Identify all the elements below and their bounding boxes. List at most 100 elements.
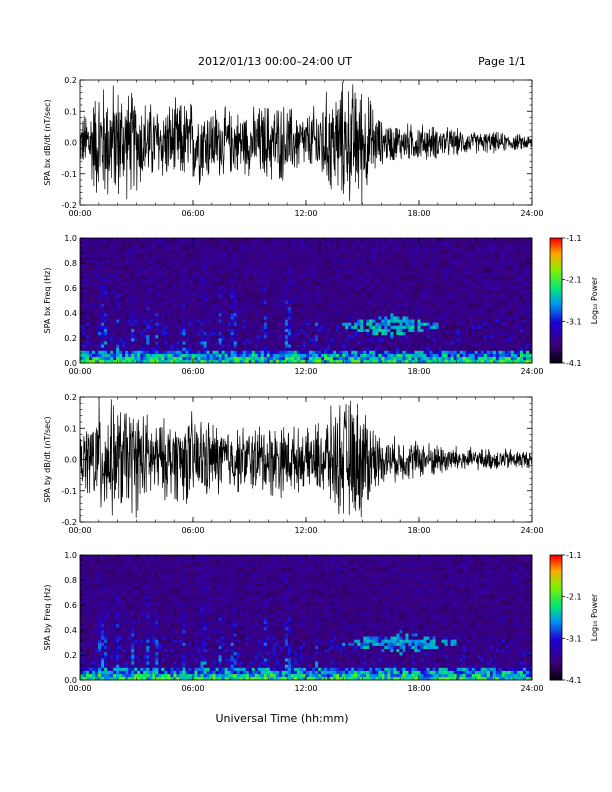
spectrogram-cell [245, 356, 250, 361]
spectrogram-cell [149, 325, 153, 329]
spectrogram-cell [122, 272, 126, 276]
spectrogram-cell [327, 256, 331, 261]
spectrogram-cell [372, 313, 376, 317]
spectrogram-cell [435, 356, 439, 361]
spectrogram-cell [414, 291, 418, 295]
spectrogram-cell [206, 256, 210, 261]
spectrogram-cell [321, 297, 325, 301]
spectrogram-cell [245, 241, 250, 245]
spectrogram-cell [83, 347, 87, 351]
spectrogram-cell [182, 275, 186, 279]
spectrogram-cell [173, 297, 177, 301]
spectrogram-cell [375, 322, 379, 326]
spectrogram-cell [411, 253, 415, 258]
spectrogram-cell [287, 288, 292, 292]
spectrogram-cell [290, 281, 295, 286]
spectrogram-cell [420, 288, 424, 292]
spectrogram-cell [134, 325, 138, 329]
spectrogram-cell [101, 259, 105, 264]
spectrogram-cell [441, 328, 445, 333]
spectrogram-cell [89, 347, 93, 351]
spectrogram-cell [224, 284, 228, 289]
spectrogram-cell [321, 272, 325, 276]
spectrogram-cell [146, 263, 150, 267]
spectrogram-cell [182, 244, 186, 248]
spectrogram-cell [212, 241, 216, 245]
spectrogram-cell [345, 319, 349, 323]
spectrogram-cell [387, 316, 391, 320]
spectrogram-cell [299, 256, 304, 261]
spectrogram-cell [236, 241, 240, 245]
spectrogram-cell [321, 269, 325, 273]
spectrogram-cell [203, 284, 207, 289]
spectrogram-cell [215, 331, 219, 336]
spectrogram-cell [263, 272, 268, 276]
spectrogram-cell [333, 284, 337, 289]
spectrogram-cell [435, 347, 439, 351]
spectrogram-cell [188, 294, 192, 298]
spectrogram-cell [399, 238, 403, 242]
spectrogram-cell [315, 247, 319, 251]
spectrogram-cell [149, 266, 153, 270]
spectrogram-cell [363, 256, 367, 261]
spectrogram-cell [278, 253, 283, 258]
spectrogram-cell [321, 238, 325, 242]
spectrogram-cell [312, 300, 316, 304]
spectrogram-cell [372, 303, 376, 308]
spectrogram-cell [296, 313, 301, 317]
spectrogram-cell [281, 294, 286, 298]
spectrogram-cell [245, 250, 250, 254]
spectrogram-cell [399, 281, 403, 286]
spectrogram-cell [212, 353, 216, 358]
spectrogram-cell [402, 359, 406, 364]
spectrogram-cell [191, 284, 195, 289]
spectrogram-cell [432, 331, 436, 336]
spectrogram-cell [435, 291, 439, 295]
spectrogram-cell [381, 253, 385, 258]
spectrogram-cell [125, 353, 129, 358]
spectrogram-cell [164, 256, 168, 261]
spectrogram-cell [212, 272, 216, 276]
spectrogram-cell [278, 350, 283, 354]
spectrogram-cell [381, 275, 385, 279]
spectrogram-cell [342, 297, 346, 301]
spectrogram-cell [155, 334, 159, 339]
spectrogram-cell [95, 266, 99, 270]
spectrogram-cell [336, 316, 340, 320]
spectrogram-cell [405, 344, 409, 348]
spectrogram-cell [161, 359, 165, 364]
spectrogram-cell [179, 275, 183, 279]
spectrogram-cell [351, 338, 355, 342]
spectrogram-cell [116, 263, 120, 267]
spectrogram-cell [158, 356, 162, 361]
spectrogram-cell [197, 303, 201, 308]
spectrogram-cell [429, 291, 433, 295]
spectrogram-cell [215, 281, 219, 286]
spectrogram-cell [125, 319, 129, 323]
spectrogram-cell [296, 256, 301, 261]
spectrogram-cell [321, 288, 325, 292]
spectrogram-cell [348, 250, 352, 254]
spectrogram-cell [390, 356, 394, 361]
spectrogram-cell [336, 319, 340, 323]
spectrogram-cell [324, 300, 328, 304]
spectrogram-cell [287, 294, 292, 298]
spectrogram-cell [206, 291, 210, 295]
spectrogram-cell [233, 297, 237, 301]
spectrogram-cell [306, 331, 310, 336]
spectrogram-cell [444, 272, 448, 276]
spectrogram-cell [263, 359, 268, 364]
spectrogram-cell [296, 266, 301, 270]
spectrogram-cell [387, 306, 391, 311]
spectrogram-cell [209, 331, 213, 336]
spectrogram-cell [119, 306, 123, 311]
spectrogram-cell [345, 266, 349, 270]
spectrogram-cell [266, 278, 271, 283]
spectrogram-cell [95, 303, 99, 308]
spectrogram-cell [128, 359, 132, 364]
spectrogram-cell [98, 306, 102, 311]
spectrogram-cell [324, 291, 328, 295]
spectrogram-cell [161, 356, 165, 361]
spectrogram-cell [420, 319, 424, 323]
spectrogram-cell [236, 250, 240, 254]
